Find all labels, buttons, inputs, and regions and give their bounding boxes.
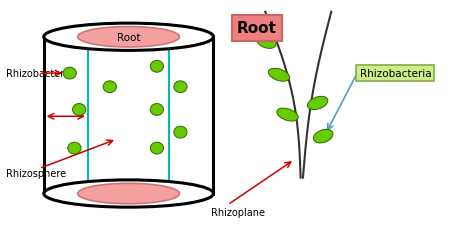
Ellipse shape xyxy=(78,27,180,48)
Ellipse shape xyxy=(308,97,328,110)
Ellipse shape xyxy=(256,36,276,49)
Ellipse shape xyxy=(78,183,180,204)
Ellipse shape xyxy=(63,68,76,80)
Text: Rhizobacteria: Rhizobacteria xyxy=(6,69,73,79)
Text: Rhizobacteria: Rhizobacteria xyxy=(359,69,431,79)
Ellipse shape xyxy=(277,109,298,122)
Ellipse shape xyxy=(68,143,81,154)
Ellipse shape xyxy=(44,24,213,51)
Ellipse shape xyxy=(174,127,187,139)
Ellipse shape xyxy=(150,143,164,154)
Ellipse shape xyxy=(150,61,164,73)
Text: Root: Root xyxy=(117,33,140,43)
Ellipse shape xyxy=(174,82,187,93)
Text: Rhizoplane: Rhizoplane xyxy=(211,207,265,217)
Ellipse shape xyxy=(313,130,333,143)
Ellipse shape xyxy=(150,104,164,116)
Text: Root: Root xyxy=(237,21,277,36)
Text: Rhizosphere: Rhizosphere xyxy=(6,168,66,178)
Ellipse shape xyxy=(73,104,86,116)
Ellipse shape xyxy=(268,69,290,82)
Ellipse shape xyxy=(103,82,117,93)
Ellipse shape xyxy=(44,180,213,207)
